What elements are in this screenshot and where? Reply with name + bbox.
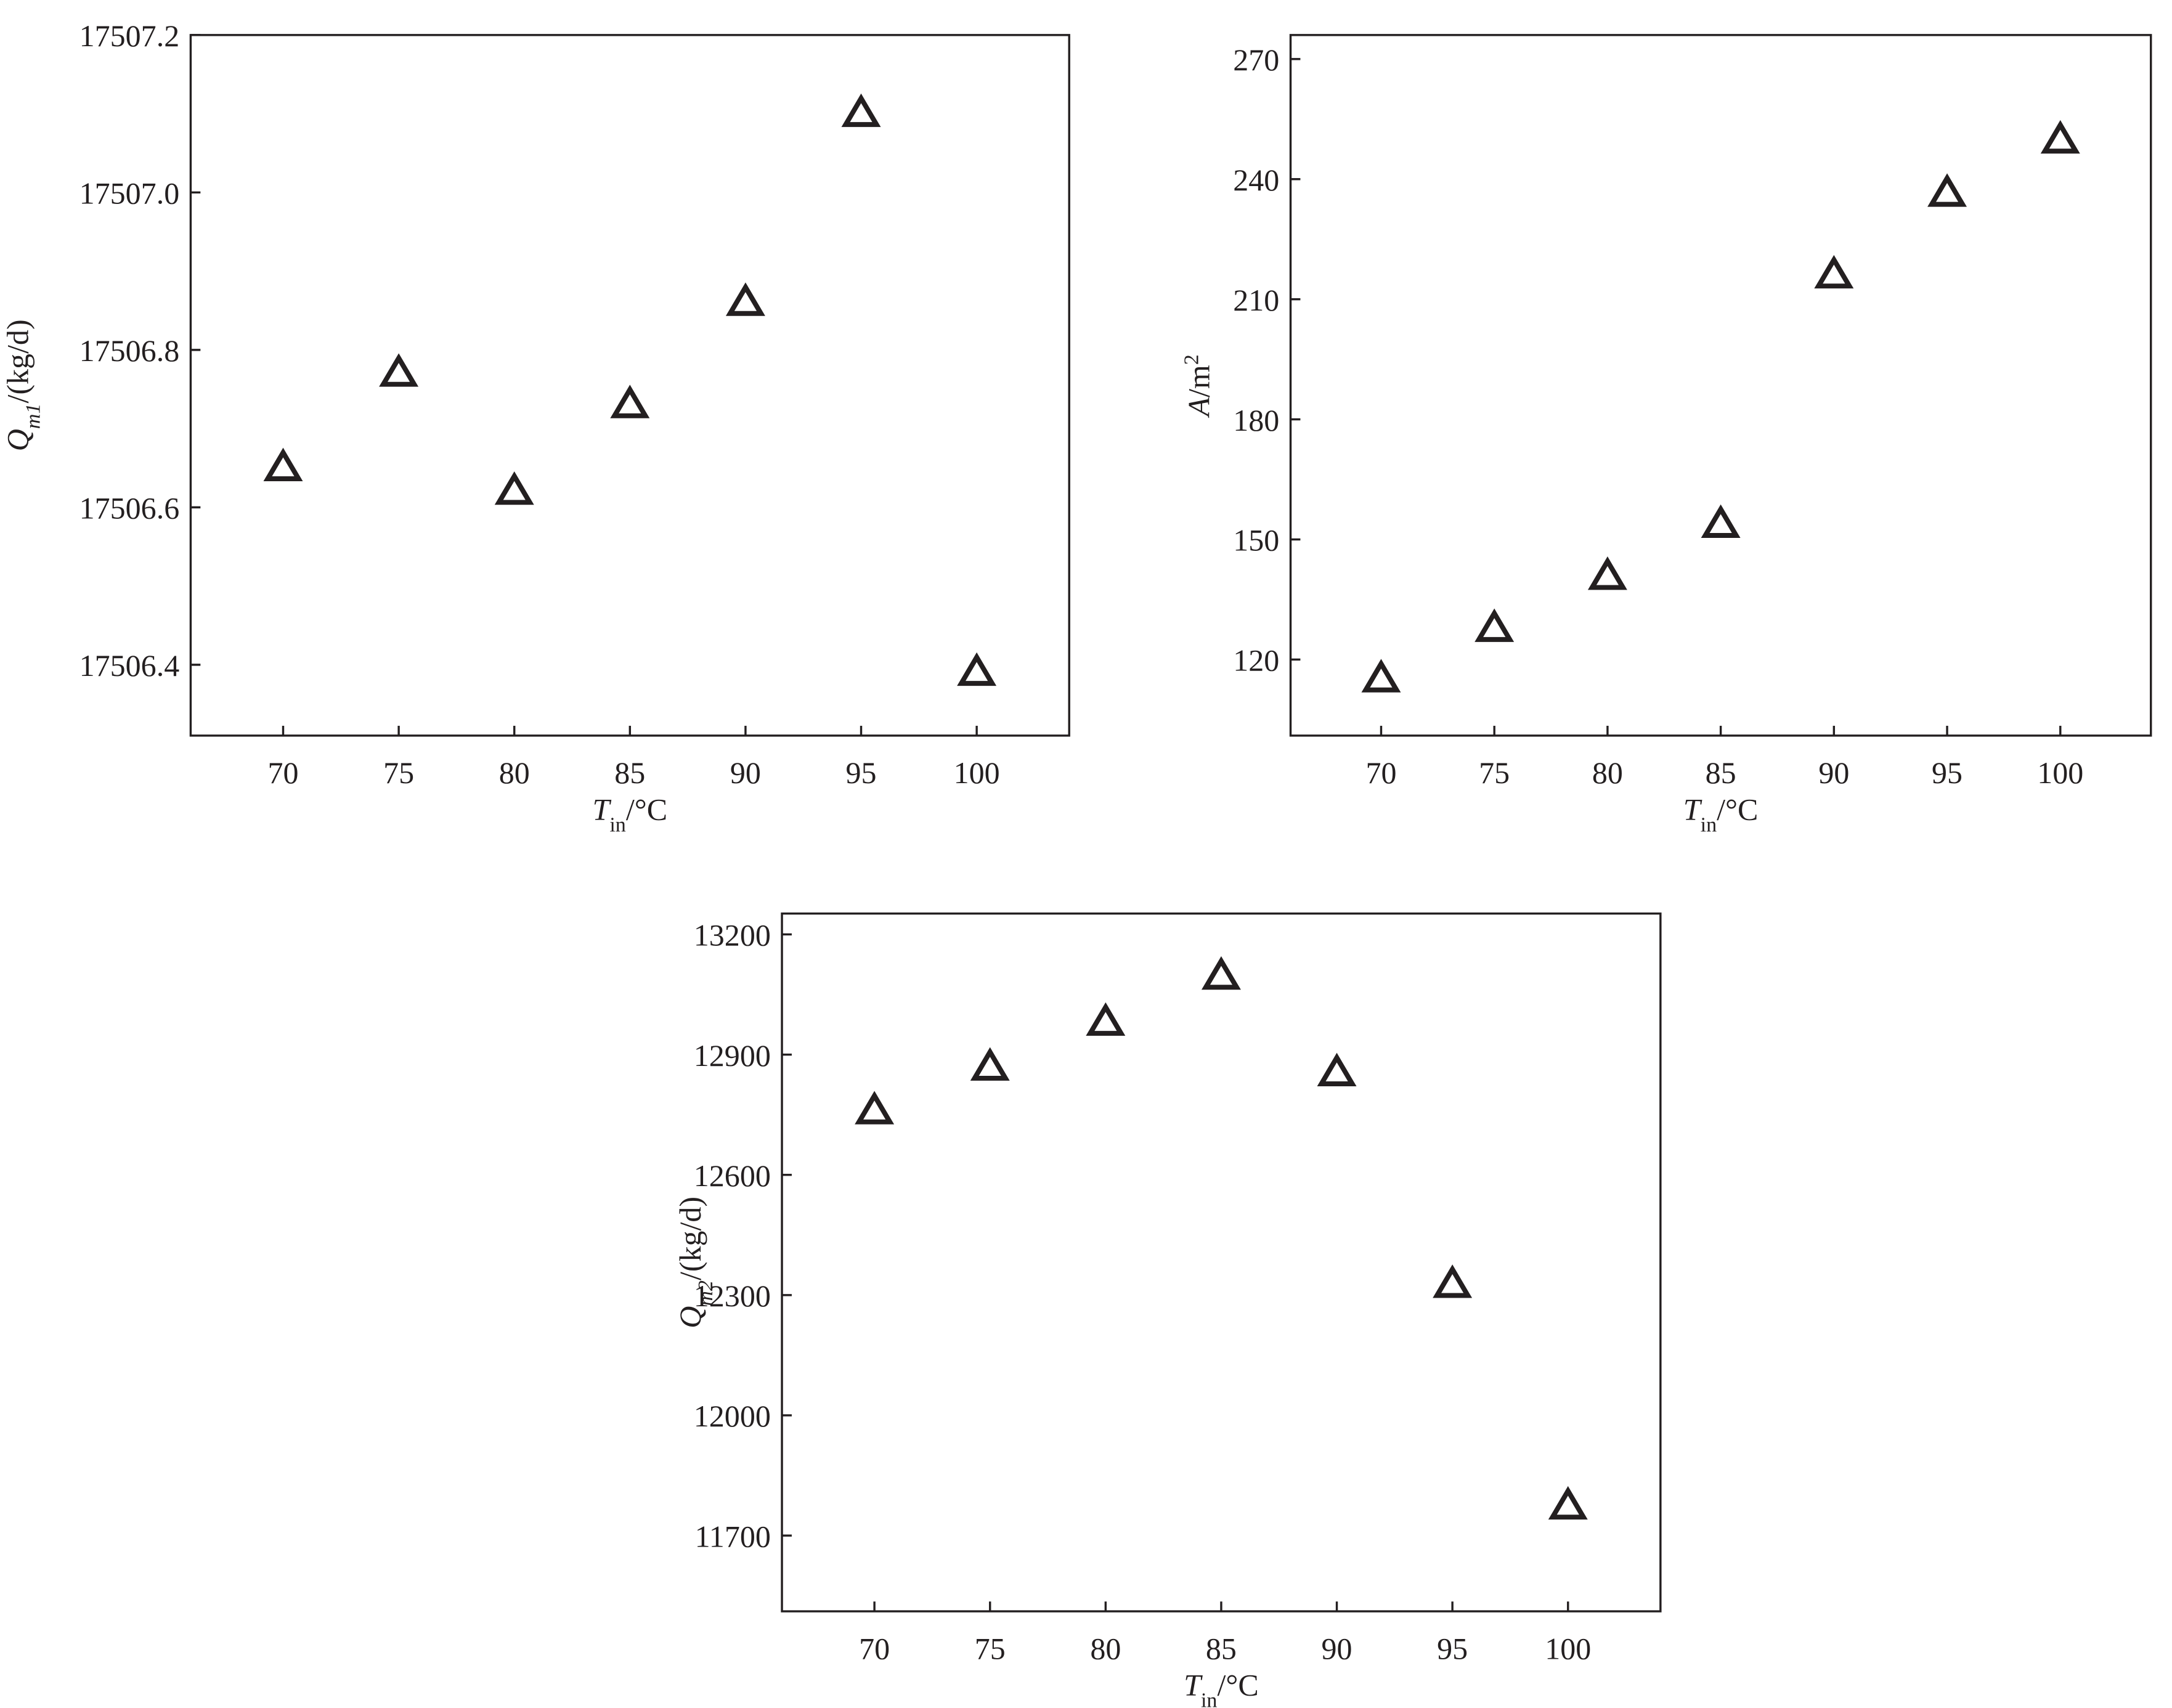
axis-label-part: m1 [22, 404, 44, 429]
x-tick-label: 70 [1365, 755, 1396, 790]
axis-label-part: /°C [1217, 1668, 1258, 1702]
marker [1474, 608, 1515, 642]
x-tick-label: 90 [1818, 755, 1849, 790]
x-tick-label: 70 [859, 1631, 890, 1665]
axis-label-part: /(kg/d) [1, 319, 35, 403]
x-tick-label: 95 [1932, 755, 1963, 790]
marker [1814, 254, 1854, 289]
axis-label-part: in [1201, 1689, 1218, 1708]
y-tick-label: 240 [1233, 163, 1279, 197]
axis-label-part: /°C [1717, 792, 1758, 826]
marker [970, 1047, 1010, 1081]
y-tick-label: 210 [1233, 283, 1279, 317]
x-tick-label: 95 [1437, 1631, 1468, 1665]
x-tick-label: 75 [975, 1631, 1006, 1665]
y-tick-label: 17507.0 [79, 176, 180, 211]
plot-frame [781, 912, 1662, 1612]
x-tick-label: 100 [2037, 755, 2083, 790]
marker [841, 93, 881, 128]
marker [1587, 556, 1627, 590]
axis-label-part: in [609, 813, 626, 836]
y-tick-label: 12300 [694, 1279, 771, 1313]
marker [957, 652, 997, 686]
axis-label-part: /m [1182, 365, 1216, 397]
x-tick-label: 100 [1545, 1631, 1591, 1665]
y-tick-label: 150 [1233, 523, 1279, 558]
marker [1927, 173, 1967, 207]
x-tick-label: 100 [954, 755, 1000, 790]
axis-label: A/m2 [1180, 354, 1216, 418]
axis-label: Tin/°C [593, 792, 668, 836]
y-tick-label: 17507.2 [79, 18, 180, 53]
x-tick-label: 85 [1206, 1631, 1237, 1665]
marker [855, 1091, 895, 1124]
marker [1086, 1002, 1126, 1036]
x-tick-label: 80 [1090, 1631, 1121, 1665]
x-tick-label: 70 [267, 755, 298, 790]
axis-label-part: m2 [694, 1280, 717, 1306]
y-tick-label: 120 [1233, 643, 1279, 678]
axis-label-part: A [1182, 397, 1216, 418]
marker [725, 282, 765, 316]
x-tick-label: 80 [1592, 755, 1623, 790]
axis-label-part: T [593, 792, 612, 826]
axis-label: Tin/°C [1184, 1668, 1259, 1708]
marker [1317, 1052, 1357, 1087]
y-tick-label: 12000 [694, 1399, 771, 1433]
x-tick-label: 90 [730, 755, 761, 790]
x-tick-label: 95 [846, 755, 877, 790]
axis-label-part: /(kg/d) [673, 1197, 707, 1280]
axis-label-part: T [1683, 792, 1702, 826]
marker [1433, 1264, 1473, 1298]
y-tick-label: 11700 [695, 1519, 771, 1553]
y-tick-label: 13200 [694, 918, 771, 953]
marker [1701, 504, 1741, 538]
y-tick-label: 17506.6 [79, 491, 180, 526]
x-tick-label: 80 [499, 755, 530, 790]
axis-label-part: /°C [626, 792, 667, 826]
y-tick-label: 17506.4 [79, 648, 180, 683]
axis-label: Tin/°C [1683, 792, 1759, 836]
x-tick-label: 75 [383, 755, 414, 790]
axis-label: Qm2/(kg/d) [673, 1197, 717, 1328]
x-tick-label: 90 [1322, 1631, 1352, 1665]
x-tick-label: 85 [614, 755, 645, 790]
y-tick-label: 12900 [694, 1038, 771, 1073]
marker [379, 353, 419, 387]
axis-label: Qm1/(kg/d) [1, 319, 45, 451]
axis-label-part: Q [1, 429, 35, 451]
axis-label-part: Q [673, 1306, 707, 1328]
marker [263, 447, 303, 481]
y-tick-label: 12600 [694, 1158, 771, 1193]
y-tick-label: 180 [1233, 403, 1279, 437]
y-tick-label: 270 [1233, 43, 1279, 77]
marker [1361, 659, 1401, 693]
axis-label-part: in [1701, 813, 1717, 836]
x-tick-label: 75 [1479, 755, 1510, 790]
marker [2040, 120, 2080, 154]
axis-label-part: T [1184, 1668, 1203, 1702]
y-tick-label: 17506.8 [79, 333, 180, 368]
plot-frame [1289, 34, 2152, 737]
marker [1548, 1486, 1588, 1520]
marker [1201, 956, 1241, 990]
axis-label-part: 2 [1180, 354, 1203, 365]
marker [610, 384, 650, 418]
marker [494, 471, 534, 505]
x-tick-label: 85 [1706, 755, 1736, 790]
